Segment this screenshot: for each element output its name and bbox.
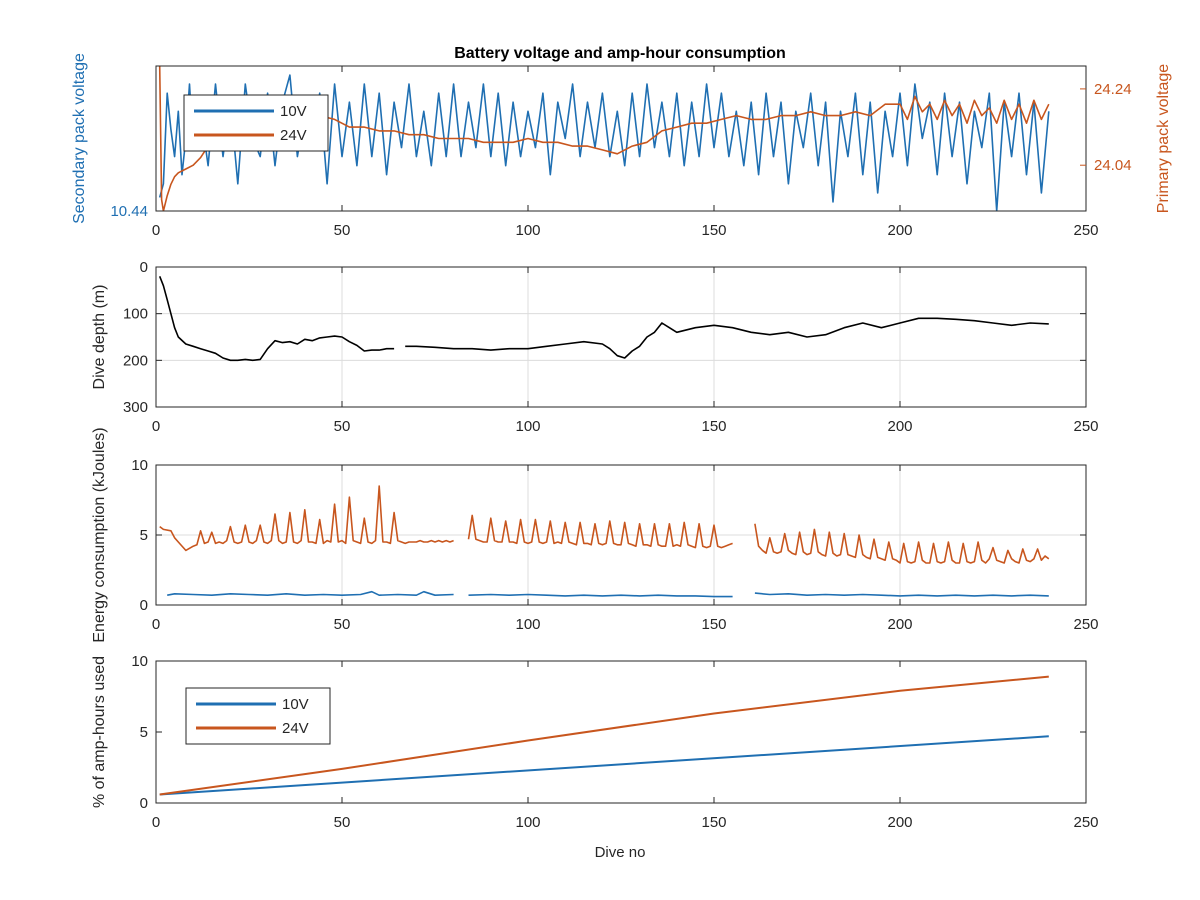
x-tick-label: 150 bbox=[701, 222, 726, 239]
y-tick-label: 10 bbox=[131, 457, 148, 474]
x-tick-label: 0 bbox=[152, 418, 160, 435]
x-tick-label: 250 bbox=[1073, 616, 1098, 633]
panel-voltage: 0 50 100 150 200 250 10.44 24.04 24.24 Secondary … bbox=[71, 53, 1172, 239]
x-tick-label: 200 bbox=[887, 814, 912, 831]
plot-area bbox=[156, 267, 1086, 407]
series-line-10v bbox=[159, 735, 1049, 796]
series-line-24v-seg2 bbox=[467, 514, 733, 549]
x-tick-label: 250 bbox=[1073, 222, 1098, 239]
y-tick-label: 0 bbox=[140, 259, 148, 276]
x-tick-label: 100 bbox=[515, 814, 540, 831]
series-group bbox=[158, 276, 1049, 362]
y-axis-label: Energy consumption (kJoules) bbox=[91, 427, 108, 642]
y-tick-label: 5 bbox=[140, 724, 148, 741]
y-axis-label: Dive depth (m) bbox=[91, 285, 108, 390]
x-tick-label: 200 bbox=[887, 616, 912, 633]
x-tick-label: 50 bbox=[334, 814, 351, 831]
series-line-24v-seg3 bbox=[754, 523, 1050, 564]
series-group bbox=[159, 675, 1049, 796]
x-tick-label: 100 bbox=[515, 222, 540, 239]
series-group bbox=[159, 485, 1050, 598]
x-tick-label: 100 bbox=[515, 418, 540, 435]
x-tick-label: 250 bbox=[1073, 418, 1098, 435]
y-axis-label: Secondary pack voltage bbox=[71, 53, 88, 224]
y-right-axis-label: Primary pack voltage bbox=[1155, 64, 1172, 213]
x-tick-label: 200 bbox=[887, 222, 912, 239]
legend-label: 24V bbox=[282, 720, 309, 737]
series-line-10v-seg2 bbox=[468, 593, 733, 598]
series-line-24v-seg1 bbox=[159, 485, 454, 552]
x-axis-label: Dive no bbox=[595, 844, 646, 861]
x-tick-label: 50 bbox=[334, 418, 351, 435]
panel-energy-consumption: 0 50 100 150 200 250 0 5 10 Energy consumption (k… bbox=[91, 427, 1099, 642]
series-line-24v bbox=[159, 675, 1049, 796]
legend-label: 24V bbox=[280, 127, 307, 144]
x-tick-label: 250 bbox=[1073, 814, 1098, 831]
legend-box bbox=[185, 687, 331, 745]
series-line-depth-seg1 bbox=[158, 276, 395, 362]
y-tick-label: 200 bbox=[123, 352, 148, 369]
axes-box bbox=[155, 65, 1087, 212]
x-tick-label: 100 bbox=[515, 616, 540, 633]
y-tick-label: 0 bbox=[140, 795, 148, 812]
x-tick-label: 150 bbox=[701, 418, 726, 435]
x-tick-label: 200 bbox=[887, 418, 912, 435]
series-line-10v-seg1 bbox=[167, 590, 454, 597]
legend-label: 10V bbox=[280, 103, 307, 120]
x-tick-label: 50 bbox=[334, 616, 351, 633]
y-axis-label: % of amp-hours used bbox=[91, 656, 108, 808]
legend-box bbox=[183, 94, 329, 152]
x-tick-label: 50 bbox=[334, 222, 351, 239]
y-tick-label: 5 bbox=[140, 527, 148, 544]
x-tick-label: 150 bbox=[701, 616, 726, 633]
series-line-10v-seg3 bbox=[754, 592, 1049, 597]
y-tick-label: 300 bbox=[123, 399, 148, 416]
y-tick-label: 0 bbox=[140, 597, 148, 614]
panel-amp-hours: 0 50 100 150 200 250 0 5 10 % of amp-hours used 10… bbox=[91, 653, 1099, 831]
y-tick-label: 10 bbox=[131, 653, 148, 670]
y-right-tick-label: 24.24 bbox=[1094, 81, 1132, 98]
x-tick-label: 0 bbox=[152, 222, 160, 239]
panel-dive-depth: 0 50 100 150 200 250 0 100 200 300 Dive depth (m) bbox=[91, 259, 1099, 435]
y-tick-label: 100 bbox=[123, 306, 148, 323]
axes-box bbox=[155, 266, 1087, 408]
series-line-depth-seg2 bbox=[405, 317, 1049, 359]
figure-title: Battery voltage and amp-hour consumption bbox=[454, 45, 786, 62]
y-right-tick-label: 24.04 bbox=[1094, 157, 1132, 174]
y-tick-label: 10.44 bbox=[110, 203, 148, 220]
legend-label: 10V bbox=[282, 696, 309, 713]
x-tick-label: 0 bbox=[152, 616, 160, 633]
x-tick-label: 0 bbox=[152, 814, 160, 831]
x-tick-label: 150 bbox=[701, 814, 726, 831]
